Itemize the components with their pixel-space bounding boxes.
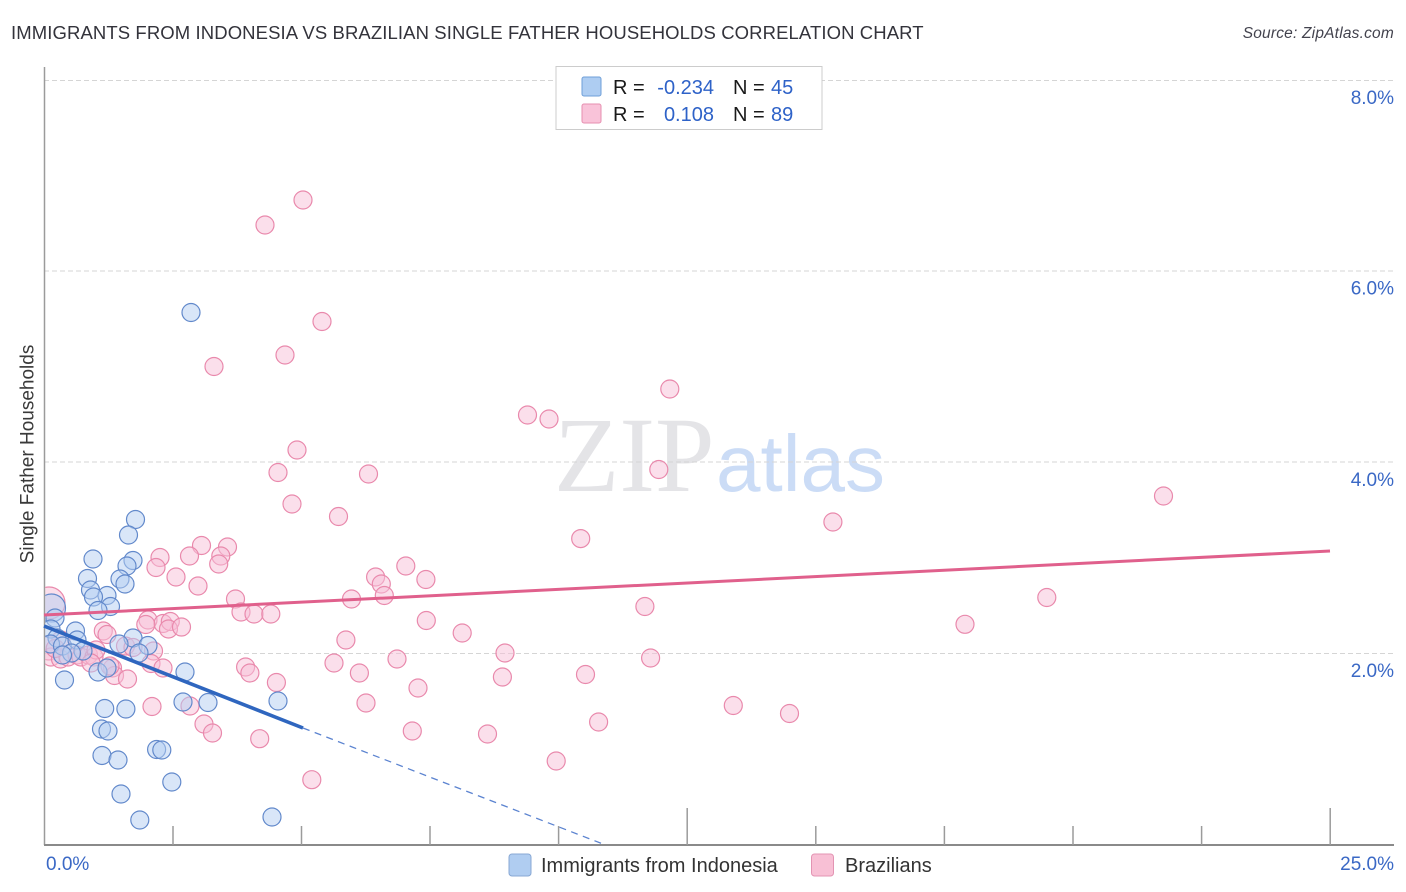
svg-text:2.0%: 2.0% (1351, 661, 1394, 682)
svg-text:atlas: atlas (716, 419, 885, 508)
svg-text:N =: N = (733, 104, 765, 126)
svg-text:Immigrants from Indonesia: Immigrants from Indonesia (541, 855, 779, 877)
svg-text:45: 45 (771, 77, 793, 99)
svg-text:89: 89 (771, 104, 793, 126)
svg-text:ZIP: ZIP (554, 397, 715, 515)
svg-text:Single Father Households: Single Father Households (18, 345, 39, 564)
svg-text:8.0%: 8.0% (1351, 88, 1394, 109)
svg-text:-0.234: -0.234 (657, 77, 714, 99)
svg-text:6.0%: 6.0% (1351, 279, 1394, 300)
svg-text:25.0%: 25.0% (1340, 854, 1394, 875)
svg-text:0.0%: 0.0% (46, 854, 89, 875)
svg-text:Brazilians: Brazilians (845, 855, 932, 877)
svg-text:R =: R = (613, 104, 645, 126)
svg-text:0.108: 0.108 (664, 104, 714, 126)
svg-text:R =: R = (613, 77, 645, 99)
svg-text:N =: N = (733, 77, 765, 99)
svg-text:4.0%: 4.0% (1351, 470, 1394, 491)
